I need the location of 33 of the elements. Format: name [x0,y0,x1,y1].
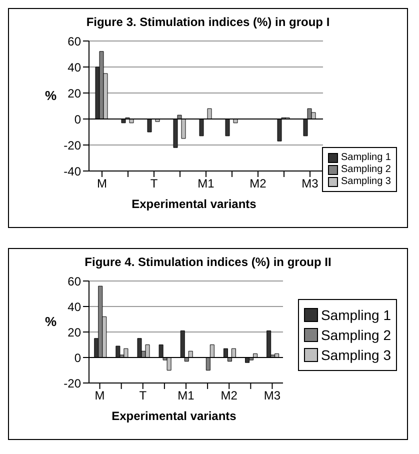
x-tick-label: M2 [250,176,267,191]
y-tick-label: 0 [74,112,82,126]
chart-title: Figure 3. Stimulation indices (%) in group I [85,15,331,29]
x-axis-title: Experimental variants [110,409,238,423]
x-tick-label: M1 [198,176,215,191]
y-tick-label: -20 [64,138,82,152]
x-tick-label: M1 [178,388,195,403]
y-tick-label: 20 [68,325,82,340]
y-tick-label: -20 [64,376,82,390]
y-axis-title: % [45,314,57,329]
y-tick-label: -40 [64,164,82,178]
y-tick-label: 40 [68,300,82,314]
legend-label: Sampling 2 [340,164,391,175]
x-tick-label: M3 [302,176,319,191]
legend-label: Sampling 3 [320,347,391,363]
y-tick-label: 60 [68,274,82,288]
legend-label: Sampling 1 [320,307,391,323]
x-tick-label: T [139,388,148,403]
x-tick-label: M [97,176,107,191]
y-tick-label: 0 [74,350,82,365]
y-axis-title: % [45,88,57,103]
legend-label: Sampling 3 [340,176,391,187]
y-tick-label: 40 [68,60,82,74]
x-tick-label: M [94,388,105,403]
legend-label: Sampling 1 [340,152,391,163]
x-tick-label: M2 [220,388,238,403]
y-tick-label: 20 [68,86,82,100]
chart-title: Figure 4. Stimulation indices (%) in group II [84,255,332,269]
x-axis-title: Experimental variants [130,197,258,211]
x-tick-label: M3 [264,388,281,403]
legend-label: Sampling 2 [320,327,391,343]
y-tick-label: 60 [68,34,82,48]
x-tick-label: T [150,176,158,191]
